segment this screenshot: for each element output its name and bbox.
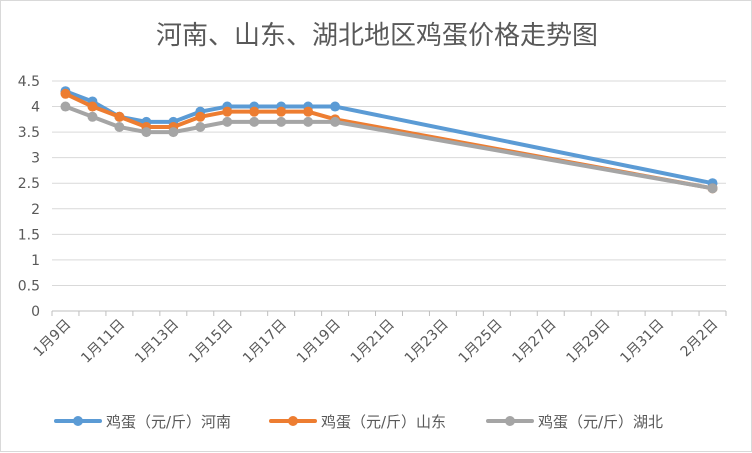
data-point xyxy=(249,106,260,117)
y-tick-label: 1 xyxy=(31,253,40,269)
y-tick-label: 4.5 xyxy=(18,74,40,90)
data-point xyxy=(114,111,125,122)
data-point xyxy=(60,88,71,99)
x-tick-label: 1月17日 xyxy=(240,317,290,367)
x-tick-label: 1月19日 xyxy=(294,317,344,367)
y-tick-label: 0.5 xyxy=(18,278,40,294)
data-point xyxy=(303,116,314,127)
legend-marker xyxy=(288,416,298,426)
y-tick-label: 0 xyxy=(31,304,40,320)
legend-label: 鸡蛋（元/斤）湖北 xyxy=(538,413,663,431)
data-point xyxy=(60,101,71,112)
data-point xyxy=(195,111,206,122)
x-tick-label: 1月9日 xyxy=(31,317,75,361)
series-line-1 xyxy=(63,91,715,191)
data-point xyxy=(707,183,718,194)
legend-label: 鸡蛋（元/斤）山东 xyxy=(321,413,446,431)
y-tick-label: 3.5 xyxy=(18,125,40,141)
data-point xyxy=(276,106,287,117)
data-point xyxy=(114,122,125,132)
data-point xyxy=(276,116,287,127)
x-tick-label: 1月23日 xyxy=(402,317,452,367)
x-tick-label: 2月2日 xyxy=(678,317,722,361)
data-point xyxy=(222,116,233,127)
legend-marker xyxy=(505,416,515,426)
x-tick-label: 1月21日 xyxy=(348,317,398,367)
x-tick-label: 1月29日 xyxy=(563,317,613,367)
y-tick-label: 1.5 xyxy=(18,227,40,243)
data-point xyxy=(303,106,314,117)
x-tick-label: 1月15日 xyxy=(186,317,236,367)
data-point xyxy=(87,101,98,112)
data-point xyxy=(249,116,260,127)
data-point xyxy=(330,101,341,112)
x-tick-label: 1月27日 xyxy=(510,317,560,367)
data-point xyxy=(87,111,98,122)
data-point xyxy=(168,127,179,138)
chart-title: 河南、山东、湖北地区鸡蛋价格走势图 xyxy=(155,21,598,51)
data-point xyxy=(222,106,233,117)
legend-label: 鸡蛋（元/斤）河南 xyxy=(106,413,231,431)
y-tick-label: 4 xyxy=(31,100,40,116)
data-point xyxy=(195,122,206,132)
x-tick-label: 1月25日 xyxy=(456,317,506,367)
x-tick-label: 1月11日 xyxy=(78,317,128,367)
y-tick-label: 2.5 xyxy=(18,176,40,192)
data-point xyxy=(330,116,341,127)
legend-marker xyxy=(73,416,83,426)
x-tick-label: 1月31日 xyxy=(617,317,667,367)
y-tick-label: 2 xyxy=(31,202,40,218)
y-tick-label: 3 xyxy=(31,151,40,167)
data-point xyxy=(141,127,152,138)
x-tick-label: 1月13日 xyxy=(132,317,182,367)
